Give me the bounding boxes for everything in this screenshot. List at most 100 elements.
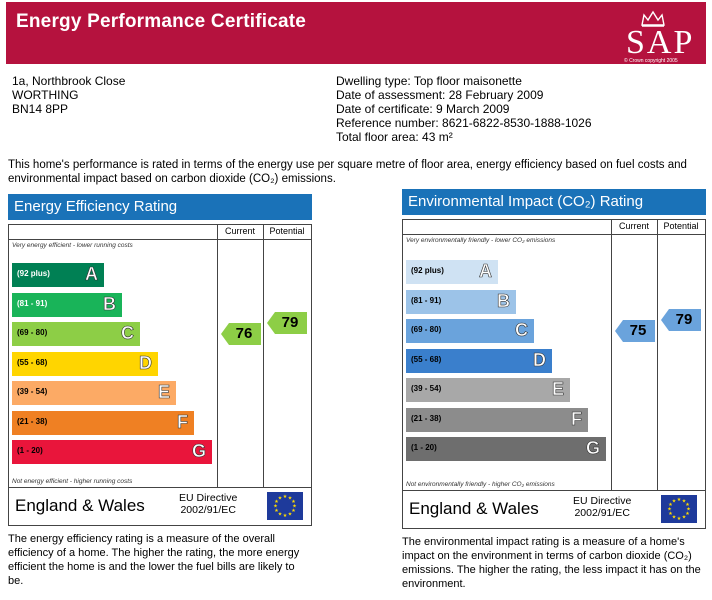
band-letter: G (585, 438, 601, 459)
svg-text:★: ★ (273, 504, 278, 510)
band-range: (39 - 54) (17, 387, 48, 396)
band-range: (39 - 54) (411, 384, 442, 393)
panel-title: Environmental Impact (CO₂) Rating (402, 189, 706, 215)
top-note: Very energy efficient - lower running co… (12, 242, 133, 249)
band-letter: G (191, 441, 207, 462)
logo-copyright: © Crown copyright 2005 (624, 58, 678, 64)
footer-region: England & Wales (409, 499, 539, 518)
band-range: (69 - 80) (411, 325, 442, 334)
band-letter: A (479, 261, 493, 282)
band-range: (55 - 68) (17, 357, 48, 367)
band-range: (1 - 20) (411, 443, 437, 452)
band-letter: A (85, 264, 99, 285)
band-range: (81 - 91) (411, 295, 442, 305)
potential-rating-arrow: 79 (267, 312, 307, 334)
sap-logo-text: SAP (626, 24, 695, 61)
band-range: (92 plus) (411, 266, 444, 275)
rating-band-a: (92 plus) A (406, 260, 498, 284)
rating-band-g: (1 - 20) G (406, 437, 606, 461)
eu-directive-line: 2002/91/EC (574, 507, 630, 519)
address-line: BN14 8PP (12, 102, 69, 116)
svg-text:★: ★ (667, 507, 672, 513)
eu-directive-line: EU Directive (573, 495, 632, 507)
rating-grid: Current Potential Very energy efficient … (8, 224, 312, 488)
current-rating-arrow: 75 (615, 320, 655, 342)
potential-rating-value: 79 (281, 314, 299, 331)
band-range: (21 - 38) (411, 413, 442, 423)
footer-region: England & Wales (15, 496, 145, 515)
rating-band-e: (39 - 54) E (12, 381, 176, 405)
eu-directive-line: 2002/91/EC (180, 504, 236, 516)
eu-directive-line: EU Directive (179, 492, 238, 504)
rating-band-g: (1 - 20) G (12, 440, 212, 464)
band-letter: C (121, 323, 135, 344)
svg-text:★: ★ (677, 516, 682, 522)
svg-text:★: ★ (668, 502, 673, 508)
rating-band-b: (81 - 91) B (406, 289, 516, 314)
potential-column-header: Potential (269, 226, 305, 236)
rating-band-e: (39 - 54) E (406, 378, 570, 402)
svg-text:★: ★ (682, 515, 687, 521)
current-column-header: Current (224, 226, 255, 236)
svg-text:★: ★ (288, 512, 293, 518)
total-floor-area: Total floor area: 43 m² (336, 130, 453, 144)
certificate-header: Energy Performance Certificate SAP © Cro… (6, 2, 706, 64)
svg-text:★: ★ (672, 499, 677, 505)
bottom-note: Not energy efficient - higher running co… (12, 478, 133, 485)
svg-text:★: ★ (283, 494, 288, 500)
rating-band-d: (55 - 68) D (406, 348, 552, 373)
rating-grid: Current Potential Very environmentally f… (402, 219, 706, 491)
panel-footer: England & Wales EU Directive 2002/91/EC … (8, 488, 312, 526)
band-letter: F (571, 408, 583, 429)
address-line: WORTHING (12, 88, 79, 102)
property-address: 1a, Northbrook Close WORTHING BN14 8PP (12, 74, 125, 116)
svg-text:★: ★ (677, 497, 682, 503)
band-range: (81 - 91) (17, 298, 48, 308)
band-letter: C (515, 320, 529, 341)
svg-text:★: ★ (288, 496, 293, 502)
rating-band-f: (21 - 38) F (12, 410, 194, 435)
svg-text:★: ★ (685, 511, 690, 517)
environmental-impact-panel: Environmental Impact (CO₂) Rating Curren… (402, 189, 706, 534)
svg-text:★: ★ (672, 515, 677, 521)
band-range: (55 - 68) (411, 354, 442, 364)
energy-efficiency-panel: Energy Efficiency Rating Current Potenti… (8, 194, 312, 534)
page-title: Energy Performance Certificate (16, 11, 307, 32)
date-of-assessment: Date of assessment: 28 February 2009 (336, 88, 544, 102)
current-column-header: Current (618, 221, 649, 231)
current-rating-value: 75 (629, 322, 647, 339)
current-rating-arrow: 76 (221, 323, 261, 345)
top-note: Very environmentally friendly - lower CO… (406, 237, 556, 244)
band-letter: F (177, 411, 189, 432)
rating-band-a: (92 plus) A (12, 263, 104, 287)
crown-icon (641, 10, 665, 27)
sap-logo: SAP © Crown copyright 2005 (618, 6, 710, 64)
rating-band-c: (69 - 80) C (406, 319, 534, 343)
bottom-note: Not environmentally friendly - higher CO… (406, 481, 555, 488)
band-letter: D (533, 349, 547, 370)
svg-text:★: ★ (274, 499, 279, 505)
svg-text:★: ★ (283, 513, 288, 519)
band-range: (92 plus) (17, 269, 50, 278)
band-range: (1 - 20) (17, 446, 43, 455)
potential-rating-value: 79 (675, 311, 693, 328)
eu-directive: EU Directive 2002/91/EC (179, 492, 237, 516)
band-letter: B (497, 290, 511, 311)
band-letter: D (139, 352, 153, 373)
current-rating-value: 76 (235, 325, 253, 342)
svg-text:★: ★ (682, 499, 687, 505)
band-letter: E (551, 379, 565, 400)
potential-rating-arrow: 79 (661, 309, 701, 331)
intro-text: This home's performance is rated in term… (8, 159, 687, 185)
eu-flag-icon: ★ ★★★ ★★★★ ★★★★ (267, 492, 303, 520)
svg-text:★: ★ (291, 508, 296, 514)
rating-band-c: (69 - 80) C (12, 322, 140, 346)
rating-band-d: (55 - 68) D (12, 351, 158, 376)
address-line: 1a, Northbrook Close (12, 74, 126, 88)
svg-text:★: ★ (291, 499, 296, 505)
band-letter: B (103, 293, 117, 314)
band-range: (69 - 80) (17, 328, 48, 337)
svg-text:★: ★ (668, 511, 673, 517)
svg-text:★: ★ (686, 507, 691, 513)
environment-description: The environmental impact rating is a mea… (402, 536, 701, 590)
